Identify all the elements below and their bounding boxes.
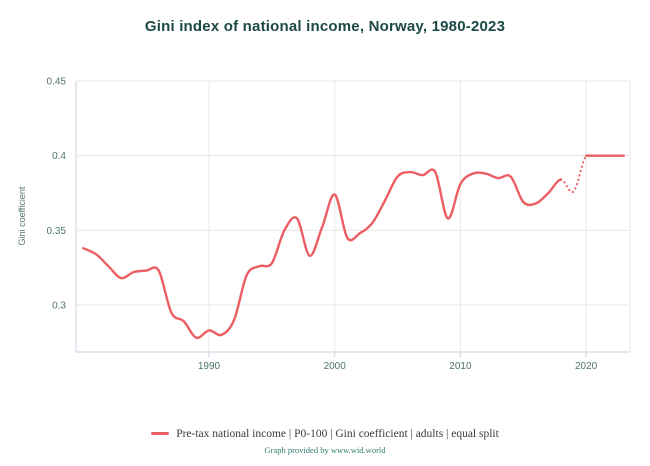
chart-title: Gini index of national income, Norway, 1… [144,18,506,35]
y-tick-label: 0.45 [47,77,67,88]
y-tick-label: 0.3 [52,300,66,311]
x-tick-label: 2010 [449,361,472,372]
series-line-dotted-estimate [559,154,588,194]
line-chart-plot: 0.45 0.4 0.35 0.3 1990 2000 2010 2020 Gini coeff… [17,77,631,372]
x-tick-label: 2020 [575,361,598,372]
x-tick-label: 2000 [324,361,347,372]
series-line-solid [82,168,563,340]
credit-caption: Graph provided by www.wid.world [264,445,386,455]
y-axis-title: Gini coefficient [17,186,27,245]
chart-legend: Pre-tax national income | P0-100 | Gini … [0,428,650,440]
legend-series-label: Pre-tax national income | P0-100 | Gini … [176,428,499,440]
y-tick-label: 0.4 [52,151,66,162]
legend-line-swatch [151,432,170,435]
y-tick-label: 0.35 [47,226,67,237]
x-tick-label: 1990 [198,361,221,372]
